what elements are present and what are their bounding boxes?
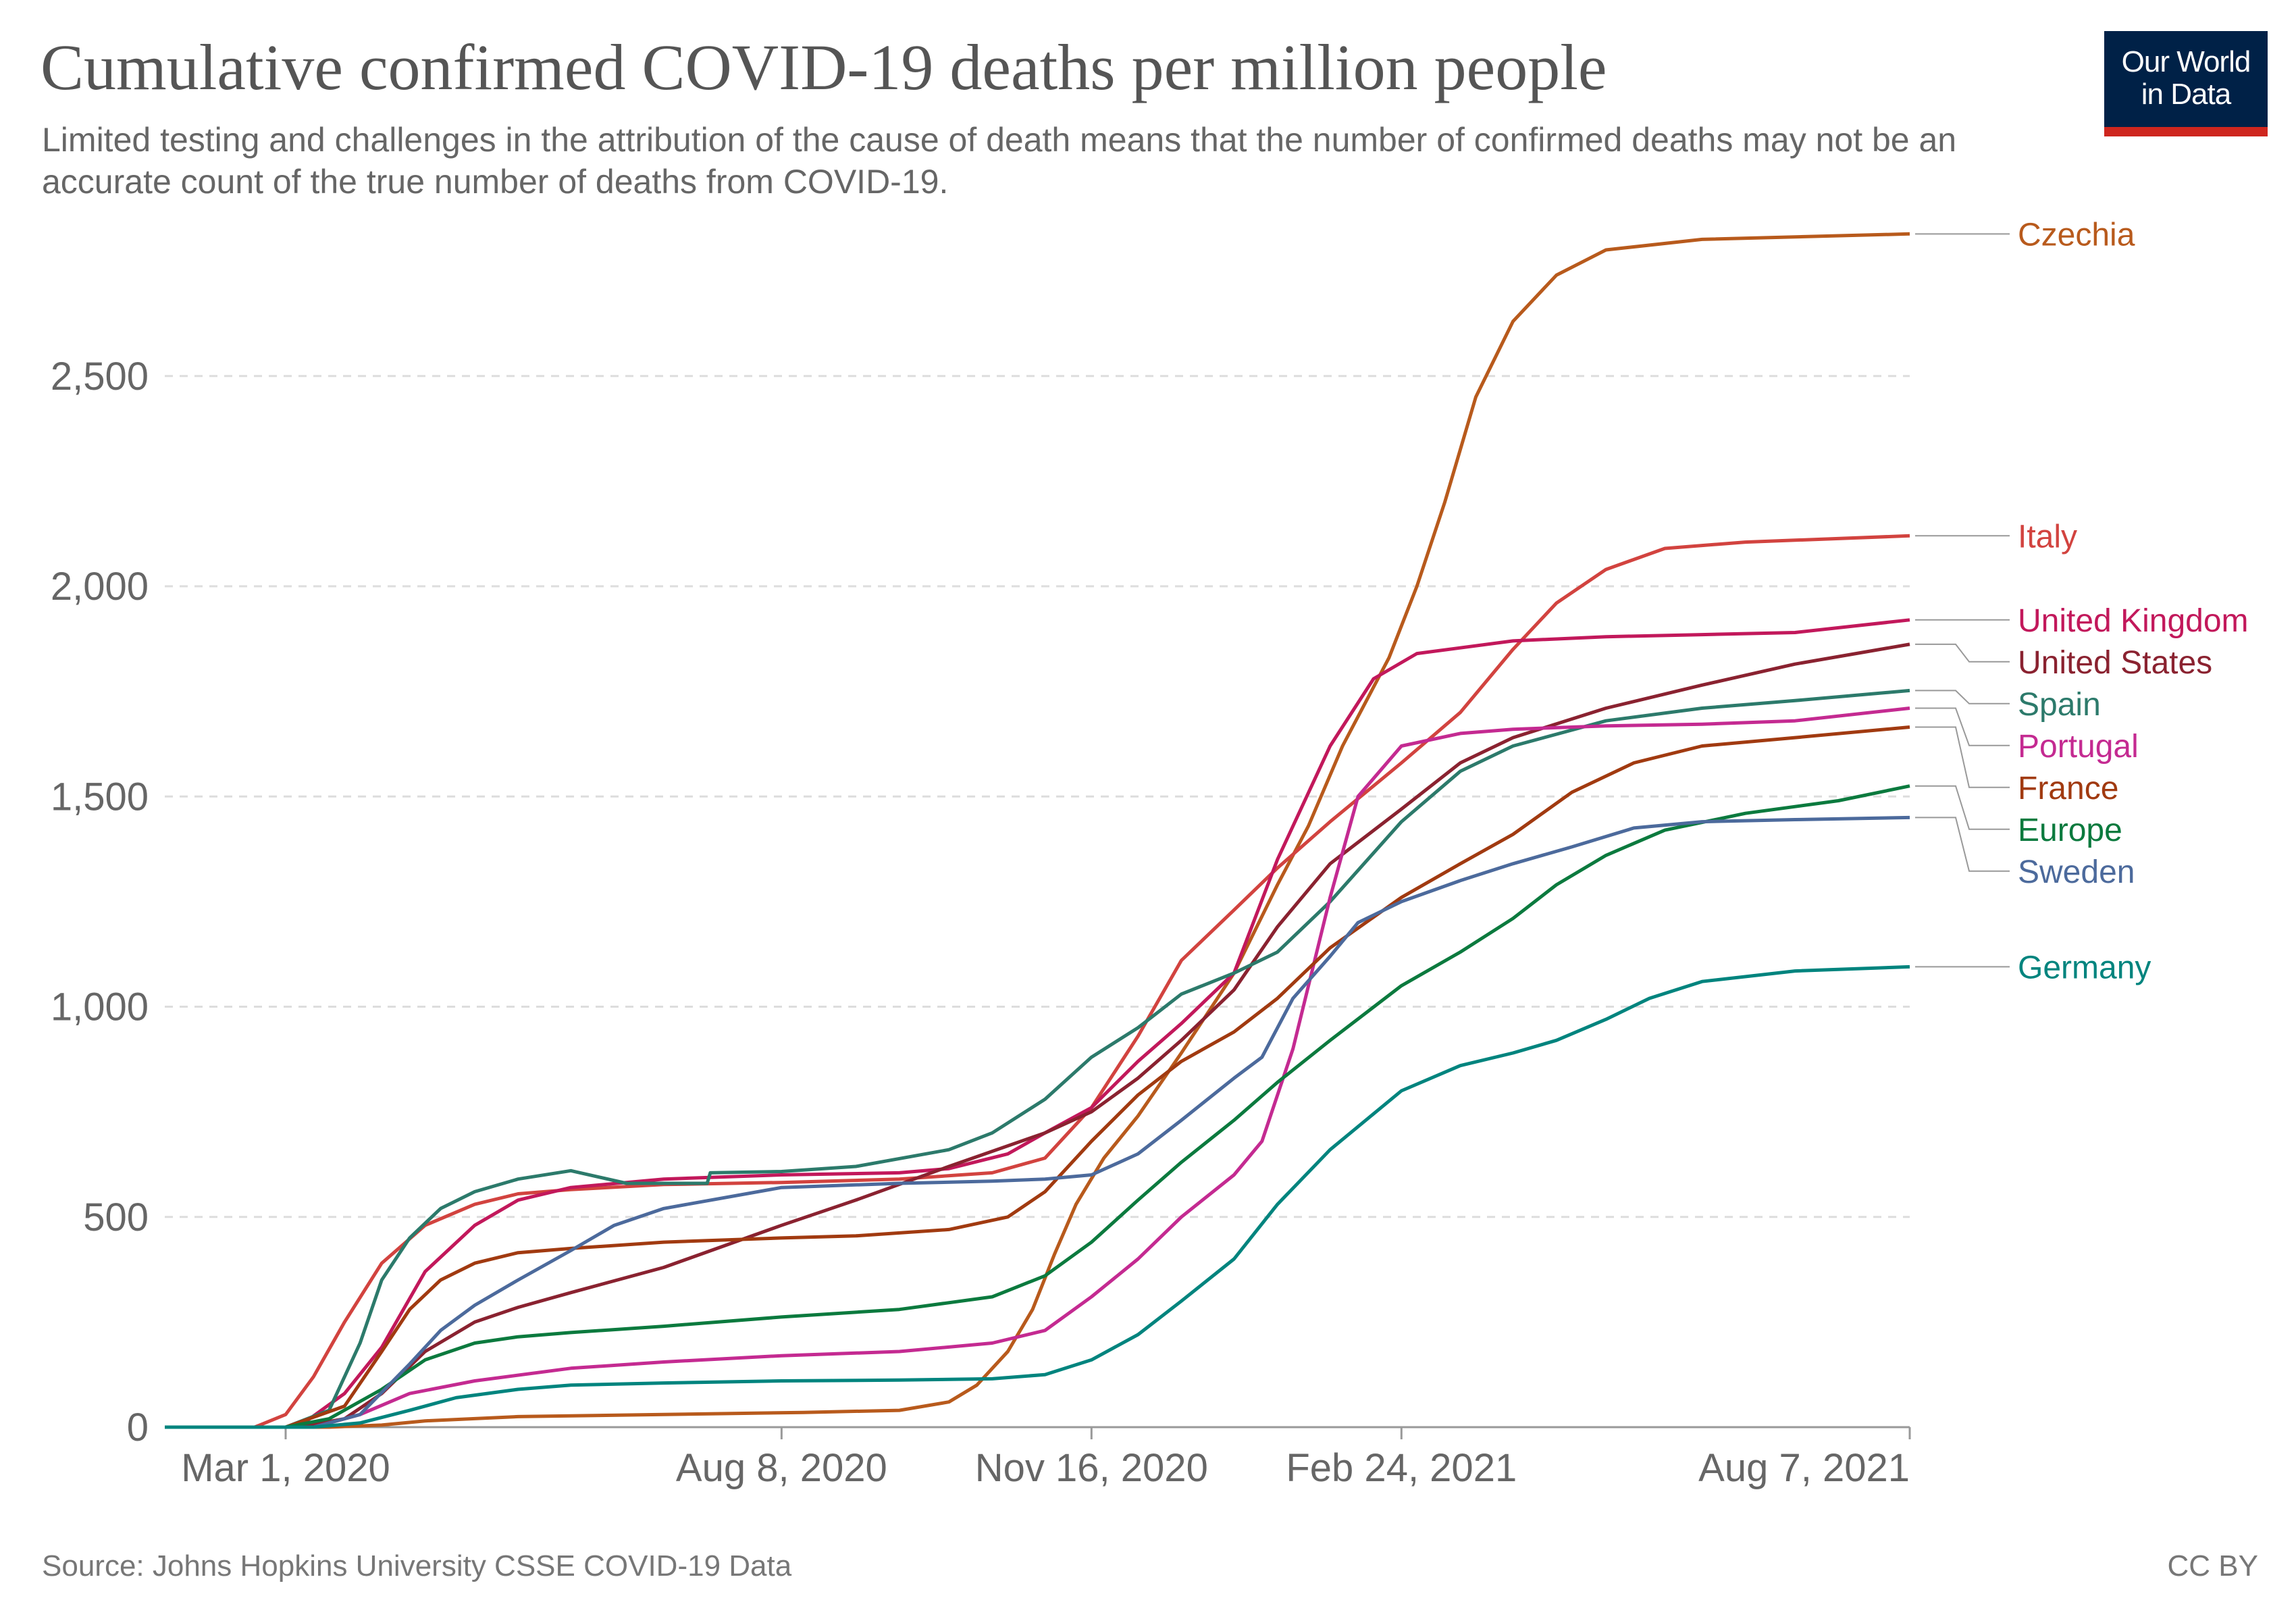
label-connector <box>1915 690 2010 704</box>
series-line-italy <box>165 534 1910 1429</box>
series-label-spain: Spain <box>2018 687 2101 723</box>
series-label-sweden: Sweden <box>2018 854 2135 890</box>
x-axis: Mar 1, 2020 Aug 8, 2020 Nov 16, 2020 Feb 24… <box>165 1426 1911 1490</box>
chart-title: Cumulative confirmed COVID-19 deaths per… <box>41 31 1607 103</box>
series-label-italy: Italy <box>2018 519 2077 555</box>
x-tick-label: Feb 24, 2021 <box>1286 1446 1517 1490</box>
y-tick-label: 0 <box>127 1406 149 1449</box>
logo-line-2: in Data <box>2141 78 2231 111</box>
series-line-portugal <box>165 706 1910 1429</box>
x-tick-label: Aug 7, 2021 <box>1698 1446 1910 1490</box>
label-connector <box>1915 707 2010 746</box>
series-label-czechia: Czechia <box>2018 217 2135 253</box>
y-tick-label: 1,000 <box>51 985 149 1029</box>
label-connector <box>1915 643 2010 663</box>
series-lines <box>165 232 1910 1429</box>
series-label-germany: Germany <box>2018 950 2151 985</box>
series-line-spain <box>165 688 1910 1429</box>
y-axis: 0 500 1,000 1,500 2,000 2,500 <box>51 355 149 1449</box>
series-labels: Czechia Italy United Kingdom United States S… <box>1915 217 2249 985</box>
owid-logo[interactable]: Our World in Data <box>2104 31 2268 136</box>
series-label-france: France <box>2018 771 2118 806</box>
series-line-united-states <box>165 642 1910 1429</box>
label-connector <box>1915 785 2010 830</box>
x-tick-label: Mar 1, 2020 <box>181 1446 390 1490</box>
logo-accent-bar <box>2104 127 2268 136</box>
logo-text: Our World in Data <box>2104 46 2268 111</box>
series-label-united-kingdom: United Kingdom <box>2018 603 2249 639</box>
label-connector <box>1915 726 2010 788</box>
grid-lines <box>165 375 1910 1218</box>
y-tick-label: 2,500 <box>51 355 149 398</box>
chart-subtitle: Limited testing and challenges in the at… <box>42 121 1957 201</box>
source-note[interactable]: Source: Johns Hopkins University CSSE CO… <box>42 1549 792 1583</box>
series-label-europe: Europe <box>2018 813 2122 848</box>
series-line-france <box>165 725 1910 1429</box>
y-tick-label: 500 <box>83 1195 149 1239</box>
license-note[interactable]: CC BY <box>2167 1549 2258 1583</box>
x-tick-label: Nov 16, 2020 <box>975 1446 1208 1490</box>
series-line-europe <box>165 784 1910 1429</box>
logo-line-1: Our World <box>2121 45 2251 78</box>
y-tick-label: 2,000 <box>51 565 149 609</box>
y-tick-label: 1,500 <box>51 775 149 819</box>
series-label-united-states: United States <box>2018 645 2212 681</box>
label-connector <box>1915 817 2010 872</box>
series-label-portugal: Portugal <box>2018 729 2139 765</box>
series-line-sweden <box>165 815 1910 1429</box>
x-tick-label: Aug 8, 2020 <box>676 1446 887 1490</box>
series-line-united-kingdom <box>165 618 1910 1429</box>
series-line-germany <box>165 964 1910 1429</box>
series-line-czechia <box>165 232 1910 1429</box>
